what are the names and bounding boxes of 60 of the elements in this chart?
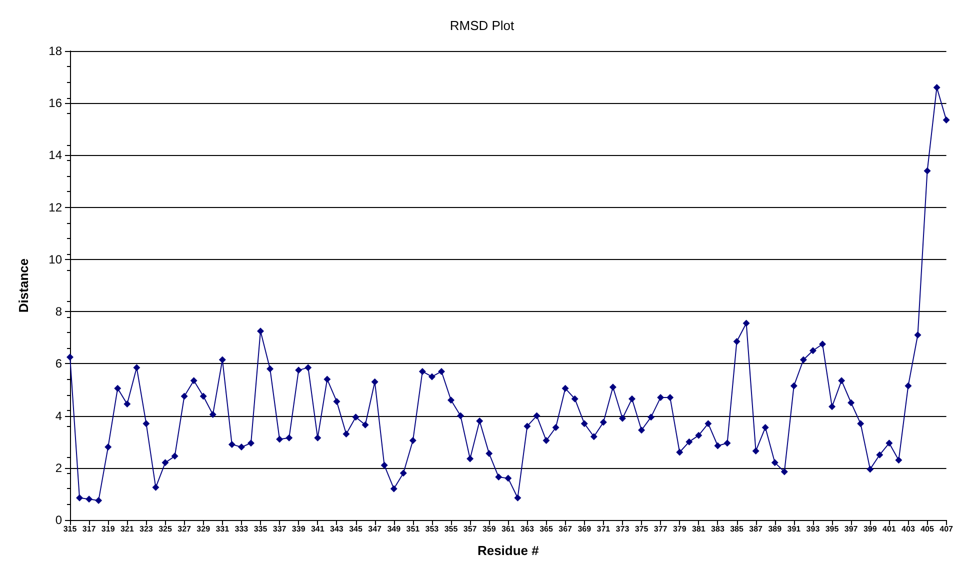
x-tick-label: 391 [787, 524, 802, 534]
y-tick-label: 10 [48, 252, 62, 266]
x-tick-label: 351 [406, 524, 420, 534]
x-tick-label: 353 [425, 524, 440, 534]
x-axis-title: Residue # [477, 543, 540, 558]
x-tick-label: 373 [616, 524, 630, 534]
x-tick-label: 319 [101, 524, 116, 534]
x-tick-label: 315 [63, 524, 78, 534]
x-tick-label: 405 [920, 524, 934, 534]
x-tick-label: 327 [178, 524, 192, 534]
x-tick-label: 355 [444, 524, 458, 534]
y-tick-label: 2 [55, 460, 62, 475]
x-tick-label: 325 [158, 524, 172, 534]
y-axis-title: Distance [16, 258, 31, 313]
x-tick-label: 363 [520, 524, 534, 534]
x-tick-label: 341 [310, 524, 325, 534]
x-tick-label: 395 [825, 524, 840, 534]
x-tick-label: 361 [501, 524, 516, 534]
x-tick-label: 335 [254, 524, 268, 534]
x-tick-label: 403 [902, 524, 916, 534]
x-tick-label: 381 [692, 524, 706, 534]
x-tick-label: 339 [292, 524, 306, 534]
x-tick-label: 407 [940, 524, 954, 534]
x-tick-label: 345 [349, 524, 363, 534]
x-tick-label: 347 [368, 524, 382, 534]
x-tick-label: 379 [672, 524, 687, 534]
x-tick-label: 359 [482, 524, 496, 534]
x-tick-label: 333 [234, 524, 249, 534]
x-tick-label: 337 [272, 524, 287, 534]
x-tick-label: 377 [654, 524, 668, 534]
x-tick-label: 375 [634, 524, 649, 534]
y-tick-label: 18 [48, 44, 62, 58]
x-tick-label: 343 [330, 524, 344, 534]
x-tick-label: 383 [711, 524, 725, 534]
x-tick-label: 317 [82, 524, 96, 534]
y-tick-label: 16 [48, 96, 62, 110]
y-tick-label: 14 [48, 148, 62, 162]
x-tick-label: 399 [863, 524, 878, 534]
x-tick-label: 367 [558, 524, 573, 534]
y-tick-label: 0 [55, 513, 62, 527]
x-tick-label: 321 [120, 524, 134, 534]
x-tick-label: 387 [749, 524, 764, 534]
x-tick-label: 401 [882, 524, 896, 534]
y-tick-label: 8 [55, 304, 62, 319]
x-tick-label: 397 [844, 524, 858, 534]
y-tick-label: 12 [48, 200, 62, 214]
x-tick-label: 389 [768, 524, 782, 534]
y-tick-label: 4 [55, 408, 62, 423]
x-tick-label: 349 [387, 524, 402, 534]
x-tick-label: 357 [463, 524, 478, 534]
x-tick-label: 365 [540, 524, 554, 534]
x-tick-label: 371 [596, 524, 611, 534]
y-tick-label: 6 [55, 356, 62, 371]
x-tick-label: 385 [730, 524, 744, 534]
x-tick-label: 329 [196, 524, 211, 534]
x-tick-label: 369 [578, 524, 592, 534]
x-tick-label: 331 [216, 524, 230, 534]
x-tick-label: 393 [806, 524, 820, 534]
chart-title: RMSD Plot [450, 18, 515, 33]
x-tick-label: 323 [140, 524, 154, 534]
